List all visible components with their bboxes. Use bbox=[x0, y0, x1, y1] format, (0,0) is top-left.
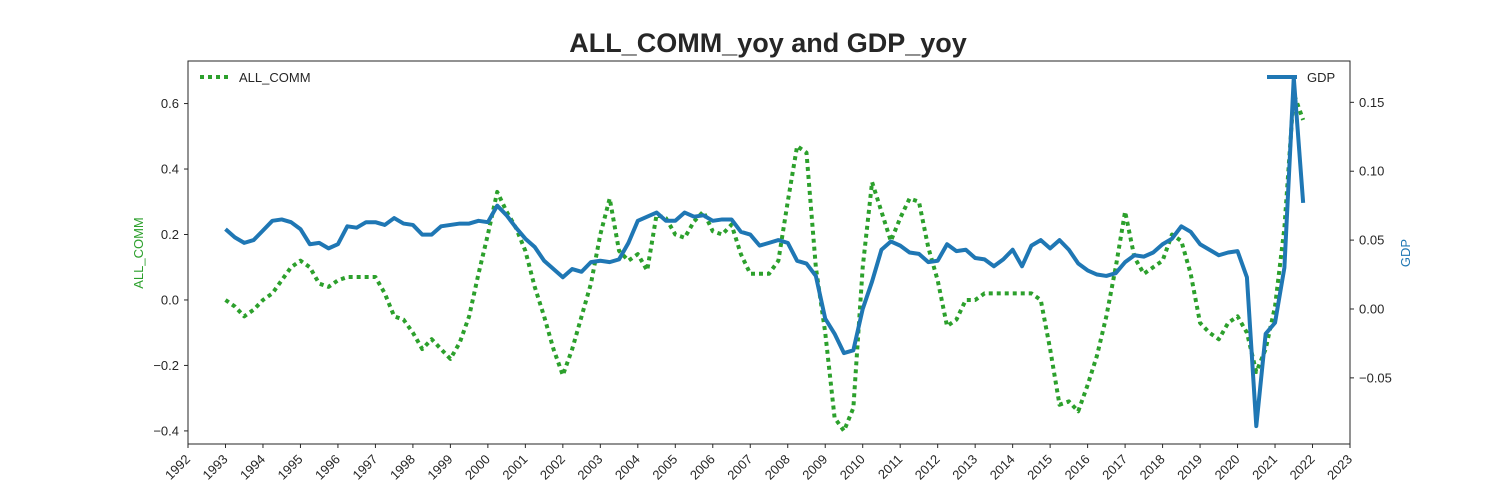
x-tick-label: 2002 bbox=[537, 452, 568, 483]
x-tick-label: 2018 bbox=[1137, 452, 1168, 483]
left-axis-ticks: −0.4 −0.2 0.0 0.2 0.4 0.6 bbox=[153, 96, 188, 438]
all-comm-series-line bbox=[224, 91, 1306, 433]
left-tick-label: 0.2 bbox=[161, 227, 179, 242]
legend-all-comm: ALL_COMM bbox=[200, 70, 311, 85]
x-tick-label: 2017 bbox=[1099, 452, 1130, 483]
left-tick-label: 0.4 bbox=[161, 162, 179, 177]
left-tick-label: 0.0 bbox=[161, 292, 179, 307]
x-tick-label: 2023 bbox=[1324, 452, 1355, 483]
right-axis-label: GDP bbox=[1398, 239, 1413, 267]
legend-gdp-label: GDP bbox=[1307, 70, 1335, 85]
right-tick-label: 0.05 bbox=[1359, 233, 1384, 248]
left-axis-label: ALL_COMM bbox=[131, 217, 146, 289]
x-tick-label: 2010 bbox=[837, 452, 868, 483]
x-tick-label: 2000 bbox=[462, 452, 493, 483]
x-tick-label: 2005 bbox=[649, 452, 680, 483]
x-tick-label: 2007 bbox=[724, 452, 755, 483]
x-tick-label: 1997 bbox=[349, 452, 380, 483]
chart-title: ALL_COMM_yoy and GDP_yoy bbox=[569, 28, 967, 58]
right-tick-label: 0.10 bbox=[1359, 164, 1384, 179]
x-tick-label: 1994 bbox=[237, 452, 268, 483]
plot-frame bbox=[187, 60, 1351, 445]
x-tick-label: 2021 bbox=[1249, 452, 1280, 483]
x-axis-ticks: 1992 1993 1994 1995 1996 1997 1998 1999 2000 2001… bbox=[162, 444, 1355, 483]
x-tick-label: 2001 bbox=[499, 452, 530, 483]
x-tick-label: 2016 bbox=[1062, 452, 1093, 483]
right-tick-label: −0.05 bbox=[1359, 370, 1392, 385]
x-tick-label: 1995 bbox=[275, 452, 306, 483]
x-tick-label: 1996 bbox=[312, 452, 343, 483]
x-tick-label: 2013 bbox=[949, 452, 980, 483]
legend-gdp: GDP bbox=[1267, 70, 1335, 85]
x-tick-label: 2014 bbox=[987, 452, 1018, 483]
x-tick-label: 2022 bbox=[1287, 452, 1318, 483]
x-tick-label: 1999 bbox=[424, 452, 455, 483]
x-tick-label: 1992 bbox=[162, 452, 193, 483]
x-tick-label: 2003 bbox=[574, 452, 605, 483]
gdp-series-line bbox=[224, 75, 1306, 429]
legend-all-comm-label: ALL_COMM bbox=[239, 70, 311, 85]
left-tick-label: −0.4 bbox=[153, 423, 179, 438]
series-layer bbox=[224, 75, 1306, 433]
x-tick-label: 2019 bbox=[1174, 452, 1205, 483]
right-axis-ticks: −0.05 0.00 0.05 0.10 0.15 bbox=[1350, 95, 1392, 385]
x-tick-label: 2004 bbox=[612, 452, 643, 483]
x-tick-label: 2011 bbox=[875, 452, 905, 482]
x-tick-label: 1993 bbox=[200, 452, 231, 483]
x-tick-label: 1998 bbox=[387, 452, 418, 483]
right-tick-label: 0.00 bbox=[1359, 301, 1384, 316]
right-tick-label: 0.15 bbox=[1359, 95, 1384, 110]
x-tick-label: 2012 bbox=[912, 452, 943, 483]
x-tick-label: 2009 bbox=[799, 452, 830, 483]
left-tick-label: 0.6 bbox=[161, 96, 179, 111]
x-tick-label: 2020 bbox=[1212, 452, 1243, 483]
left-tick-label: −0.2 bbox=[153, 358, 179, 373]
x-tick-label: 2006 bbox=[687, 452, 718, 483]
x-tick-label: 2008 bbox=[762, 452, 793, 483]
x-tick-label: 2015 bbox=[1024, 452, 1055, 483]
